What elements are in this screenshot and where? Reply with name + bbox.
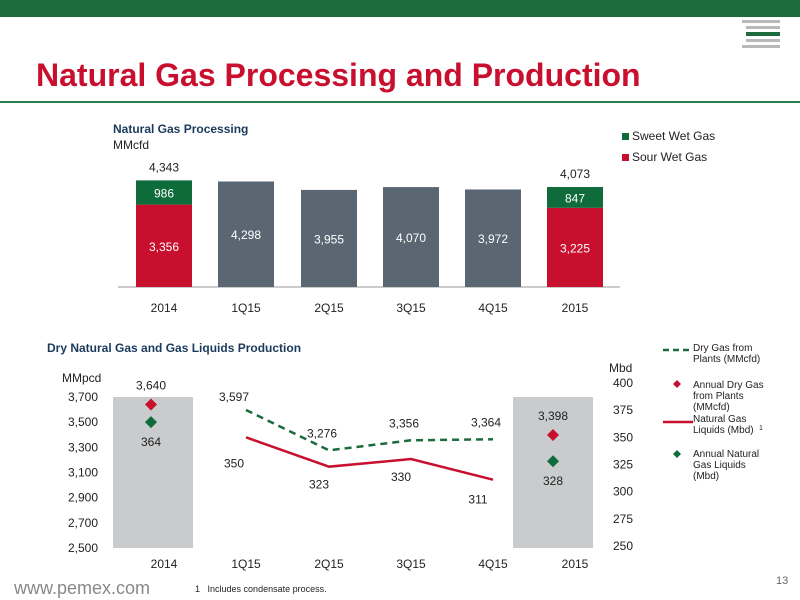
legend-label-sour: Sour Wet Gas (632, 150, 708, 164)
dry-gas-label-3Q15: 3,356 (389, 416, 419, 430)
legend-solid-line-icon (663, 420, 693, 424)
legend-label-annual-ngl: Annual Natural Gas Liquids (Mbd) (693, 449, 760, 482)
bar-sweet-2014 (136, 180, 192, 205)
ngl-label-4Q15: 311 (468, 493, 487, 507)
bar-label-4Q15: 3,972 (478, 232, 508, 246)
bar-sweet-2015 (547, 187, 603, 208)
bar-label-3Q15: 4,070 (396, 231, 426, 245)
line-xtick-4Q15: 4Q15 (478, 557, 508, 571)
legend-footnote-mark: 1 (759, 425, 763, 432)
legend-label-sweet: Sweet Wet Gas (632, 129, 716, 143)
dry-gas-label-4Q15: 3,364 (471, 415, 501, 429)
left-ytick-6: 2,500 (68, 541, 98, 555)
bar-total-4Q15 (465, 189, 521, 287)
legend-dash-line-icon (663, 348, 693, 352)
right-ytick-0: 400 (613, 376, 633, 390)
bar-xtick-1Q15: 1Q15 (231, 301, 261, 315)
line-xtick-1Q15: 1Q15 (231, 557, 261, 571)
bar-xtick-2014: 2014 (151, 301, 178, 315)
dry-gas-label-2Q15: 3,276 (307, 426, 337, 440)
bar-total-label-2015: 4,073 (560, 167, 590, 181)
right-ytick-5: 275 (613, 512, 633, 526)
annual-ngl-label-2015: 328 (543, 474, 563, 488)
ngl-label-3Q15: 330 (391, 470, 411, 484)
ngl-label-2Q15: 323 (309, 478, 329, 492)
legend-swatch-sour (622, 154, 629, 161)
bar-label-sour-2015: 3,225 (560, 241, 590, 255)
right-ytick-3: 325 (613, 458, 633, 472)
bar-chart-unit: MMcfd (113, 138, 149, 152)
line-xtick-2015: 2015 (562, 557, 589, 571)
bar-label-sweet-2015: 847 (565, 191, 585, 205)
left-ytick-1: 3,500 (68, 415, 98, 429)
annual-ngl-marker-2015 (547, 455, 559, 468)
right-ytick-4: 300 (613, 485, 633, 499)
bar-total-label-2014: 4,343 (149, 160, 179, 174)
bar-total-1Q15 (218, 181, 274, 287)
bar-xtick-2Q15: 2Q15 (314, 301, 344, 315)
line-xtick-3Q15: 3Q15 (396, 557, 426, 571)
page-title: Natural Gas Processing and Production (36, 57, 641, 93)
annual-dry-gas-marker-2014 (145, 398, 157, 411)
bar-label-sour-2014: 3,356 (149, 240, 179, 254)
bar-total-3Q15 (383, 187, 439, 287)
annual-dry-gas-marker-2015 (547, 429, 559, 442)
ngl-series-line (245, 436, 494, 481)
bar-xtick-4Q15: 4Q15 (478, 301, 508, 315)
right-ytick-1: 375 (613, 403, 633, 417)
dry-gas-series-line (245, 408, 494, 452)
bar-xtick-2015: 2015 (562, 301, 589, 315)
line-xtick-2Q15: 2Q15 (314, 557, 344, 571)
annual-ngl-marker-2014 (145, 416, 157, 429)
left-ytick-4: 2,900 (68, 491, 98, 505)
left-axis-unit: MMpcd (62, 371, 101, 385)
legend-red-diamond-icon (673, 380, 681, 388)
page-number: 13 (776, 575, 789, 587)
ngl-label-1Q15: 350 (224, 456, 244, 470)
legend-green-diamond-icon (673, 450, 681, 458)
annual-ngl-label-2014: 364 (141, 435, 161, 449)
footnote: 1 Includes condensate process. (195, 584, 327, 594)
right-ytick-2: 350 (613, 430, 633, 444)
annual-dry-gas-label-2014: 3,640 (136, 379, 166, 393)
bar-total-2Q15 (301, 189, 357, 287)
bar-chart-title: Natural Gas Processing (113, 122, 248, 136)
line-xtick-2014: 2014 (151, 557, 178, 571)
legend-label-annual-dry-gas: Annual Dry Gas from Plants (MMcfd) (693, 380, 764, 413)
bar-sour-2015 (547, 207, 603, 287)
bar-label-2Q15: 3,955 (314, 232, 344, 246)
left-ytick-0: 3,700 (68, 390, 98, 404)
top-brand-bar (0, 0, 800, 17)
band-2015 (513, 397, 593, 548)
right-ytick-6: 250 (613, 539, 633, 553)
left-ytick-3: 3,100 (68, 466, 98, 480)
right-axis-unit: Mbd (609, 361, 632, 375)
legend-swatch-sweet (622, 133, 629, 140)
bar-label-1Q15: 4,298 (231, 228, 261, 242)
footer-url: www.pemex.com (14, 578, 151, 598)
bar-label-sweet-2014: 986 (154, 187, 174, 201)
dry-gas-label-1Q15: 3,597 (219, 390, 249, 404)
pemex-logo-icon (742, 20, 780, 48)
legend-label-ngl: Natural Gas Liquids (Mbd) (693, 414, 754, 436)
bar-sour-2014 (136, 204, 192, 287)
left-ytick-2: 3,300 (68, 440, 98, 454)
line-chart-title: Dry Natural Gas and Gas Liquids Producti… (47, 341, 301, 355)
annual-dry-gas-label-2015: 3,398 (538, 409, 568, 423)
left-ytick-5: 2,700 (68, 516, 98, 530)
footnote-number: 1 (195, 584, 201, 594)
title-divider (0, 101, 800, 103)
bar-xtick-3Q15: 3Q15 (396, 301, 426, 315)
footnote-text: Includes condensate process. (207, 584, 327, 594)
legend-label-dry-gas: Dry Gas from Plants (MMcfd) (693, 343, 761, 365)
